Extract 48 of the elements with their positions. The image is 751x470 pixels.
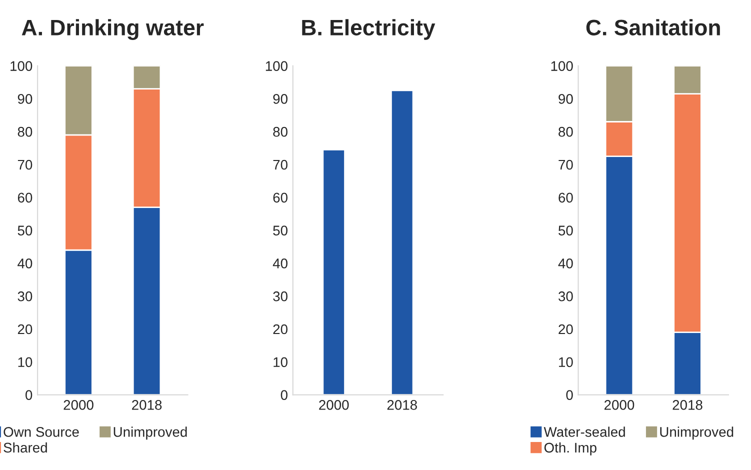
legend-label: Unimproved xyxy=(660,426,734,440)
chart-title: C. Sanitation xyxy=(586,19,720,36)
y-tick-label: 100 xyxy=(551,61,573,71)
chart-title: B. Electricity xyxy=(302,19,436,40)
x-tick-label: 2000 xyxy=(64,400,94,410)
y-tick-label: 30 xyxy=(558,291,573,302)
y-tick-label: 100 xyxy=(266,61,288,71)
legend-label: Shared xyxy=(4,442,47,453)
x-tick-label: 2018 xyxy=(132,400,162,410)
y-tick-label: 90 xyxy=(18,94,32,104)
y-tick-label: 0 xyxy=(280,390,288,400)
y-tick-label: 50 xyxy=(558,226,573,236)
legend-label: Water-sealed xyxy=(544,426,625,437)
legend-label: Oth. Imp xyxy=(544,442,596,456)
y-tick-label: 50 xyxy=(273,226,288,236)
x-tick-label: 2018 xyxy=(672,400,702,410)
y-tick-label: 60 xyxy=(18,192,32,203)
y-tick-label: 80 xyxy=(273,126,288,137)
legend-label: Own Source xyxy=(4,427,79,437)
y-tick-label: 90 xyxy=(558,94,573,104)
y-tick-label: 80 xyxy=(18,126,32,137)
y-tick-label: 30 xyxy=(273,291,288,302)
y-tick-label: 70 xyxy=(273,160,288,170)
y-tick-label: 20 xyxy=(18,324,32,334)
y-tick-label: 0 xyxy=(26,390,32,400)
y-tick-label: 40 xyxy=(272,258,288,268)
y-tick-label: 60 xyxy=(273,192,288,203)
legend-label: Unimproved xyxy=(114,426,187,440)
x-tick-label: 2018 xyxy=(387,400,417,410)
y-tick-label: 40 xyxy=(558,258,573,268)
y-tick-label: 40 xyxy=(18,258,32,268)
chart-title: A. Drinking water xyxy=(22,19,204,40)
y-tick-label: 0 xyxy=(566,390,573,400)
x-tick-label: 2000 xyxy=(604,400,634,410)
y-tick-label: 80 xyxy=(558,126,573,137)
y-tick-label: 30 xyxy=(18,291,32,302)
y-tick-label: 20 xyxy=(558,324,573,334)
y-tick-label: 10 xyxy=(274,357,288,368)
y-tick-label: 90 xyxy=(273,94,288,104)
y-tick-label: 70 xyxy=(18,160,32,170)
y-tick-label: 100 xyxy=(10,61,32,71)
y-tick-label: 60 xyxy=(558,192,573,203)
y-tick-label: 10 xyxy=(18,357,32,368)
y-tick-label: 10 xyxy=(559,357,573,368)
y-tick-label: 70 xyxy=(558,160,573,170)
y-tick-label: 50 xyxy=(18,226,32,236)
y-tick-label: 20 xyxy=(273,324,288,334)
x-tick-label: 2000 xyxy=(319,400,349,410)
